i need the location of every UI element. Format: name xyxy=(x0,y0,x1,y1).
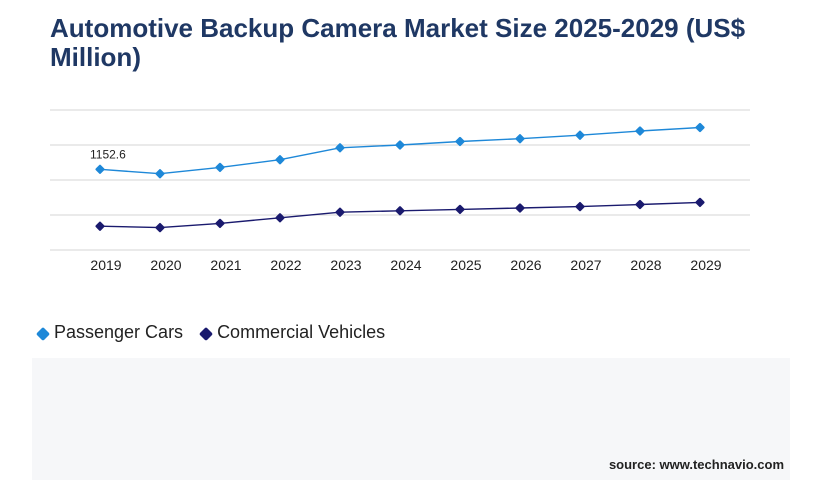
data-point xyxy=(635,126,645,136)
x-tick-label: 2026 xyxy=(510,257,541,273)
x-tick-label: 2022 xyxy=(270,257,301,273)
legend-label-passenger-cars: Passenger Cars xyxy=(54,322,184,342)
data-point xyxy=(515,203,525,213)
legend-label-commercial-vehicles: Commercial Vehicles xyxy=(217,322,386,342)
data-point xyxy=(395,140,405,150)
x-tick-label: 2023 xyxy=(330,257,361,273)
bottom-panel xyxy=(32,358,790,480)
data-point xyxy=(335,207,345,217)
data-point xyxy=(575,202,585,212)
data-point xyxy=(155,169,165,179)
data-point xyxy=(215,218,225,228)
data-point xyxy=(335,143,345,153)
data-point xyxy=(275,155,285,165)
data-point xyxy=(695,122,705,133)
x-tick-label: 2019 xyxy=(90,257,121,273)
x-tick-label: 2021 xyxy=(210,257,241,273)
data-point xyxy=(575,130,585,140)
line-chart: 2019 2020 2021 2022 2023 2024 2025 2026 2027 2028… xyxy=(50,109,750,273)
legend-marker-passenger-cars xyxy=(35,326,51,341)
x-tick-label: 2028 xyxy=(630,257,661,273)
legend-item-commercial-vehicles[interactable]: Commercial Vehicles xyxy=(198,322,386,343)
x-tick-label: 2029 xyxy=(690,257,721,273)
legend-marker-commercial-vehicles xyxy=(198,326,214,341)
source-credit: source: www.technavio.com xyxy=(608,457,784,472)
data-point xyxy=(155,223,165,233)
data-label: 1152.6 xyxy=(90,147,126,161)
series-line xyxy=(99,126,701,175)
data-point xyxy=(275,213,285,223)
data-point xyxy=(395,206,405,216)
x-tick-label: 2025 xyxy=(450,257,481,273)
x-tick-label: 2024 xyxy=(390,257,421,273)
data-point xyxy=(635,199,645,210)
chart-legend: Passenger Cars Commercial Vehicles xyxy=(35,322,386,343)
data-point xyxy=(215,162,225,172)
data-point xyxy=(515,134,525,144)
x-tick-label: 2027 xyxy=(570,257,601,273)
data-point xyxy=(95,221,105,231)
chart-title: Automotive Backup Camera Market Size 202… xyxy=(50,13,746,72)
data-point xyxy=(95,164,105,174)
x-tick-label: 2020 xyxy=(150,257,181,273)
data-point xyxy=(455,204,465,214)
data-point xyxy=(455,136,465,147)
legend-item-passenger-cars[interactable]: Passenger Cars xyxy=(35,322,184,343)
data-point xyxy=(695,197,705,207)
